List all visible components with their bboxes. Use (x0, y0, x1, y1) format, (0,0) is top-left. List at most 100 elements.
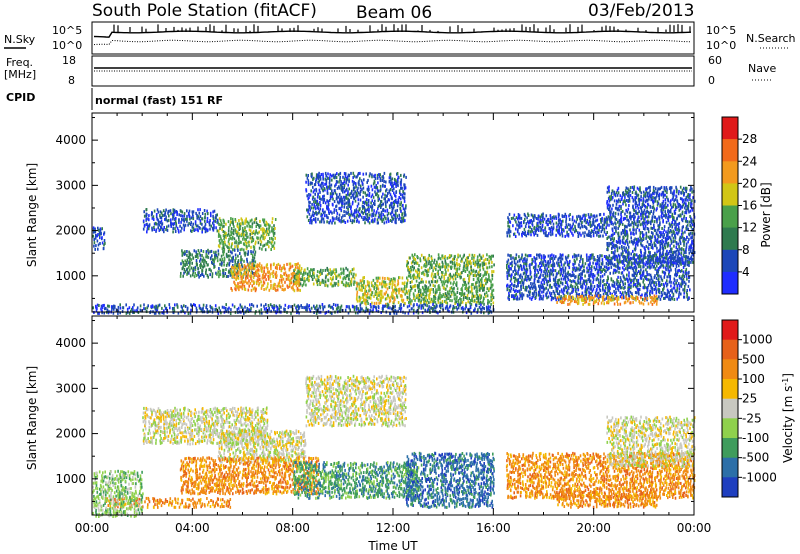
power-cell (483, 288, 485, 292)
power-cell (626, 259, 628, 263)
power-cell (384, 197, 386, 201)
power-cell (351, 202, 354, 206)
power-cell (170, 218, 172, 222)
power-cell (578, 231, 581, 235)
power-cell (267, 223, 270, 227)
power-cell (390, 201, 392, 205)
power-cell (545, 269, 548, 273)
power-cell (602, 267, 604, 271)
power-cell (338, 213, 341, 217)
power-cell (205, 227, 207, 231)
power-cell (404, 206, 407, 210)
power-cell (411, 265, 414, 268)
power-cell (583, 297, 586, 301)
power-cell (314, 207, 317, 211)
power-cell (194, 228, 196, 232)
power-cell (253, 272, 255, 276)
power-cell (583, 269, 585, 273)
power-cell (597, 270, 600, 274)
power-cell (359, 279, 362, 283)
power-cell (241, 267, 243, 271)
power-cell (362, 276, 364, 280)
power-cell (596, 298, 598, 302)
power-cell (404, 210, 406, 214)
power-cell (560, 222, 563, 226)
power-cell (569, 223, 571, 227)
power-cell (262, 273, 265, 277)
power-cell (393, 182, 395, 185)
power-cell (470, 271, 473, 275)
power-cell (374, 217, 376, 221)
power-cell (322, 177, 324, 181)
power-cell (449, 274, 452, 278)
power-cell (245, 281, 248, 285)
power-cell (616, 281, 618, 284)
power-cell (581, 264, 584, 268)
power-cell (362, 296, 365, 299)
power-cell (673, 298, 676, 301)
power-cell (204, 222, 207, 226)
power-cell (378, 174, 381, 178)
power-cell (275, 263, 278, 267)
power-cell (588, 229, 590, 233)
power-cell (664, 271, 667, 275)
power-cell (170, 224, 172, 228)
power-cell (355, 273, 357, 277)
power-cell (582, 279, 585, 283)
power-cell (526, 274, 529, 278)
power-cell (342, 271, 345, 275)
power-cell (462, 298, 465, 301)
power-cell (335, 270, 338, 274)
power-cell (553, 257, 556, 261)
power-cell (193, 275, 196, 279)
power-cell (538, 225, 540, 229)
power-cell (250, 236, 253, 240)
power-cell (425, 293, 428, 297)
power-cell (252, 259, 255, 263)
power-cell (237, 265, 239, 269)
power-cell (623, 296, 625, 300)
power-cell (460, 292, 462, 296)
power-cell (168, 209, 170, 213)
power-cell (168, 214, 170, 218)
power-cell (553, 262, 556, 266)
power-cell (211, 260, 213, 264)
power-cell (320, 197, 322, 201)
power-cell (256, 269, 258, 273)
power-cell (510, 257, 512, 260)
power-cell (246, 232, 248, 236)
power-cell (430, 280, 433, 284)
power-cell (380, 210, 383, 214)
power-cell (368, 210, 370, 213)
power-cell (520, 267, 523, 270)
power-cell (386, 200, 388, 204)
power-cell (391, 285, 393, 289)
power-cell (182, 263, 185, 267)
power-cell (277, 282, 280, 286)
power-cell (202, 256, 205, 260)
power-cell (276, 288, 279, 292)
power-cell (249, 261, 251, 265)
power-cell (682, 288, 684, 292)
power-cell (489, 278, 491, 282)
power-cell (354, 190, 356, 194)
power-cell (330, 270, 332, 274)
power-cell (267, 233, 270, 237)
power-cell (241, 265, 244, 269)
power-cell (534, 231, 537, 235)
power-cell (198, 217, 200, 221)
power-cell (252, 250, 254, 254)
power-cell (657, 270, 659, 274)
power-cell (521, 278, 523, 282)
power-cell (605, 232, 607, 236)
power-cell (215, 253, 218, 257)
power-cell (101, 236, 103, 240)
power-cell (420, 295, 423, 299)
power-cell (658, 280, 661, 284)
power-cell (436, 271, 439, 275)
power-cell (236, 241, 238, 245)
power-cell (403, 196, 406, 200)
power-cell (386, 208, 389, 212)
power-cell (508, 291, 510, 295)
power-cell (290, 272, 293, 276)
